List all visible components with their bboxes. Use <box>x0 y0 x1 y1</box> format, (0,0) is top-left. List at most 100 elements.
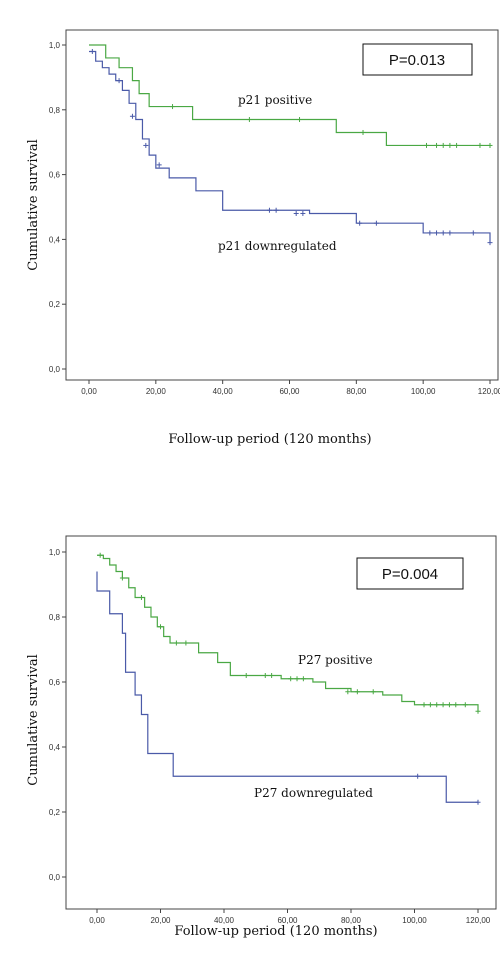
survival-curve-positive <box>89 44 490 147</box>
x-axis: 0,00 20,00 40,00 60,00 80,00 100,00 120,00 <box>81 380 500 396</box>
y-axis-title: Cumulative survival <box>26 654 41 786</box>
series-label-p21-downregulated: p21 downregulated <box>218 239 337 253</box>
censor-mark <box>427 230 433 236</box>
censor-mark <box>415 773 421 779</box>
y-tick-label: 0,0 <box>49 873 61 882</box>
censor-mark <box>354 689 360 695</box>
x-tick-label: 20,00 <box>146 387 167 396</box>
censor-mark <box>434 702 440 708</box>
y-tick-label: 0,8 <box>49 613 61 622</box>
censor-mark <box>434 142 440 148</box>
chart-panel-p27: 0,00 20,00 40,00 60,00 80,00 100,00 120,00 0,0… <box>26 535 497 939</box>
censor-mark <box>434 230 440 236</box>
y-axis: 0,0 0,2 0,4 0,6 0,8 1,0 <box>49 41 66 374</box>
censor-mark <box>156 162 162 168</box>
censor-mark <box>243 673 249 678</box>
censor-mark <box>470 230 476 236</box>
y-axis-title: Cumulative survival <box>26 139 41 271</box>
p-value-text: P=0.004 <box>382 566 438 583</box>
censor-mark <box>475 708 481 714</box>
censor-mark <box>297 117 303 123</box>
censor-mark <box>173 640 179 646</box>
p-value-box <box>362 43 473 76</box>
censor-mark <box>357 220 363 226</box>
x-tick-label: 20,00 <box>150 916 171 925</box>
censor-mark <box>129 113 135 119</box>
censor-mark <box>262 673 268 678</box>
x-tick-label: 100,00 <box>411 387 436 396</box>
censor-mark <box>119 575 125 581</box>
censor-mark <box>266 207 272 213</box>
censor-mark <box>89 48 95 54</box>
censor-mark <box>273 207 279 213</box>
censor-mark <box>116 78 122 84</box>
censor-mark <box>293 210 299 216</box>
y-tick-label: 1,0 <box>49 41 61 50</box>
plot-frame <box>65 29 499 381</box>
survival-curve-downregulated <box>96 571 478 803</box>
censor-mark <box>447 142 453 148</box>
plot-frame <box>65 535 497 910</box>
y-tick-label: 0,0 <box>49 365 61 374</box>
censor-mark <box>360 129 366 135</box>
y-tick-label: 0,6 <box>49 171 61 180</box>
series-label-p27-positive: P27 positive <box>298 653 373 667</box>
censor-mark <box>475 799 481 805</box>
y-tick-label: 1,0 <box>49 548 61 557</box>
y-axis: 0,0 0,2 0,4 0,6 0,8 1,0 <box>49 548 66 882</box>
censor-mark <box>97 552 103 558</box>
series-label-p21-positive: p21 positive <box>238 93 312 107</box>
censor-mark <box>440 142 446 148</box>
censor-mark <box>424 142 430 148</box>
censor-mark <box>300 210 306 216</box>
x-axis-title: Follow-up period (120 months) <box>174 924 377 939</box>
x-tick-label: 80,00 <box>341 916 362 925</box>
censor-mark <box>300 676 306 682</box>
censor-mark <box>447 230 453 236</box>
chart-panel-p21: 0,00 20,00 40,00 60,00 80,00 100,00 120,00 0,0… <box>26 29 500 447</box>
x-tick-label: 120,00 <box>478 387 500 396</box>
censor-mark <box>477 142 483 148</box>
x-tick-label: 0,00 <box>81 387 97 396</box>
x-tick-label: 60,00 <box>277 916 298 925</box>
censor-mark <box>427 702 433 708</box>
censor-mark <box>269 673 275 678</box>
x-axis-title: Follow-up period (120 months) <box>168 432 371 447</box>
survival-curve-downregulated <box>89 50 491 243</box>
x-tick-label: 120,00 <box>466 916 491 925</box>
censor-mark <box>143 142 149 148</box>
censor-mark <box>183 640 189 646</box>
y-tick-label: 0,6 <box>49 678 61 687</box>
x-tick-label: 100,00 <box>402 916 427 925</box>
y-tick-label: 0,4 <box>49 235 61 244</box>
censor-mark <box>462 702 468 708</box>
x-tick-label: 40,00 <box>213 387 234 396</box>
censor-mark <box>370 689 376 695</box>
censor-mark <box>440 702 446 708</box>
p-value-box <box>356 557 464 590</box>
censor-mark <box>246 117 252 123</box>
series-label-p27-downregulated: P27 downregulated <box>254 786 373 800</box>
y-tick-label: 0,2 <box>49 300 61 309</box>
censor-mark <box>373 220 379 226</box>
censor-mark <box>170 104 176 110</box>
x-tick-label: 80,00 <box>346 387 367 396</box>
series-layer <box>96 552 481 805</box>
y-tick-label: 0,2 <box>49 808 61 817</box>
series-layer <box>89 44 493 246</box>
x-axis: 0,00 20,00 40,00 60,00 80,00 100,00 120,00 <box>89 909 491 925</box>
censor-mark <box>487 142 493 148</box>
x-tick-label: 60,00 <box>279 387 300 396</box>
x-tick-label: 0,00 <box>89 916 105 925</box>
censor-mark <box>454 142 460 148</box>
p-value-text: P=0.013 <box>389 52 445 69</box>
censor-mark <box>440 230 446 236</box>
y-tick-label: 0,4 <box>49 743 61 752</box>
y-tick-label: 0,8 <box>49 106 61 115</box>
censor-mark <box>453 702 459 708</box>
x-tick-label: 40,00 <box>214 916 235 925</box>
censor-mark <box>446 702 452 708</box>
censor-mark <box>487 240 493 246</box>
censor-mark <box>138 595 144 600</box>
